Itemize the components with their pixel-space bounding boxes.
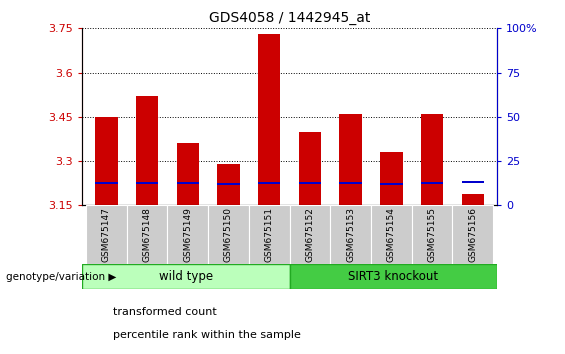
Text: transformed count: transformed count: [113, 307, 217, 316]
Text: percentile rank within the sample: percentile rank within the sample: [113, 330, 301, 339]
Bar: [371, 205, 412, 264]
Text: GSM675155: GSM675155: [428, 207, 437, 262]
Text: GSM675150: GSM675150: [224, 207, 233, 262]
Text: GSM675152: GSM675152: [306, 207, 314, 262]
Bar: [86, 205, 127, 264]
Bar: [177, 182, 199, 184]
Bar: [289, 205, 331, 264]
Text: GSM675147: GSM675147: [102, 207, 111, 262]
Bar: [412, 205, 453, 264]
Bar: [82, 264, 289, 289]
Bar: [340, 182, 362, 184]
Bar: [299, 182, 321, 184]
Bar: [167, 205, 208, 264]
Bar: [136, 96, 158, 205]
Bar: [453, 205, 493, 264]
Bar: [95, 182, 118, 184]
Bar: [289, 264, 497, 289]
Bar: [299, 132, 321, 205]
Bar: [95, 117, 118, 205]
Text: genotype/variation ▶: genotype/variation ▶: [6, 272, 116, 282]
Bar: [218, 183, 240, 185]
Text: GSM675154: GSM675154: [387, 207, 396, 262]
Text: wild type: wild type: [159, 270, 213, 282]
Bar: [462, 194, 484, 205]
Text: GSM675153: GSM675153: [346, 207, 355, 262]
Text: SIRT3 knockout: SIRT3 knockout: [348, 270, 438, 282]
Bar: [208, 205, 249, 264]
Bar: [136, 182, 158, 184]
Text: GSM675148: GSM675148: [142, 207, 151, 262]
Bar: [462, 181, 484, 183]
Title: GDS4058 / 1442945_at: GDS4058 / 1442945_at: [209, 11, 370, 24]
Bar: [177, 143, 199, 205]
Bar: [331, 205, 371, 264]
Bar: [218, 164, 240, 205]
Bar: [421, 182, 444, 184]
Bar: [380, 152, 402, 205]
Bar: [249, 205, 289, 264]
Bar: [380, 183, 402, 185]
Bar: [340, 114, 362, 205]
Bar: [421, 114, 444, 205]
Text: GSM675156: GSM675156: [468, 207, 477, 262]
Text: GSM675149: GSM675149: [183, 207, 192, 262]
Bar: [127, 205, 167, 264]
Text: GSM675151: GSM675151: [265, 207, 273, 262]
Bar: [258, 182, 280, 184]
Bar: [258, 34, 280, 205]
